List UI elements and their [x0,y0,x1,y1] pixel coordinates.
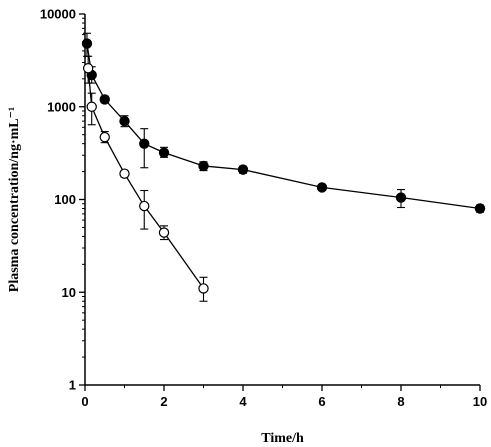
data-point [395,192,407,203]
data-point [474,203,486,214]
x-axis-label: Time/h [261,431,304,446]
data-point [139,138,150,149]
y-tick-label: 1000 [47,99,76,114]
data-point [99,94,110,105]
data-point [139,200,150,212]
series-line [86,43,481,210]
data-point [82,63,94,74]
data-point [158,147,170,158]
x-tick-label: 2 [160,394,167,409]
data-point [237,164,249,175]
data-point [198,160,209,172]
ticks: 1 10 100 1000 10000 0 2 4 6 8 10 [40,7,487,410]
data-point [86,101,97,112]
x-tick-label: 8 [397,394,404,409]
y-axis-label: Plasma concentration/ng·mL⁻¹ [7,107,22,292]
data-point [81,38,93,49]
data-point [119,168,130,179]
data-point [158,227,170,238]
y-tick-label: 10000 [40,7,76,22]
y-tick-label: 100 [54,192,76,207]
data-point [198,283,209,294]
data-point [99,131,110,143]
y-tick-label: 10 [62,285,76,300]
data-point [316,182,328,193]
series-layer [81,32,486,302]
x-tick-label: 4 [239,394,247,409]
x-tick-label: 0 [81,394,88,409]
x-tick-label: 6 [318,394,325,409]
series-1 [81,32,486,214]
series-2 [82,55,209,302]
y-tick-label: 1 [69,378,76,393]
x-tick-label: 10 [473,394,487,409]
data-point [119,115,130,127]
